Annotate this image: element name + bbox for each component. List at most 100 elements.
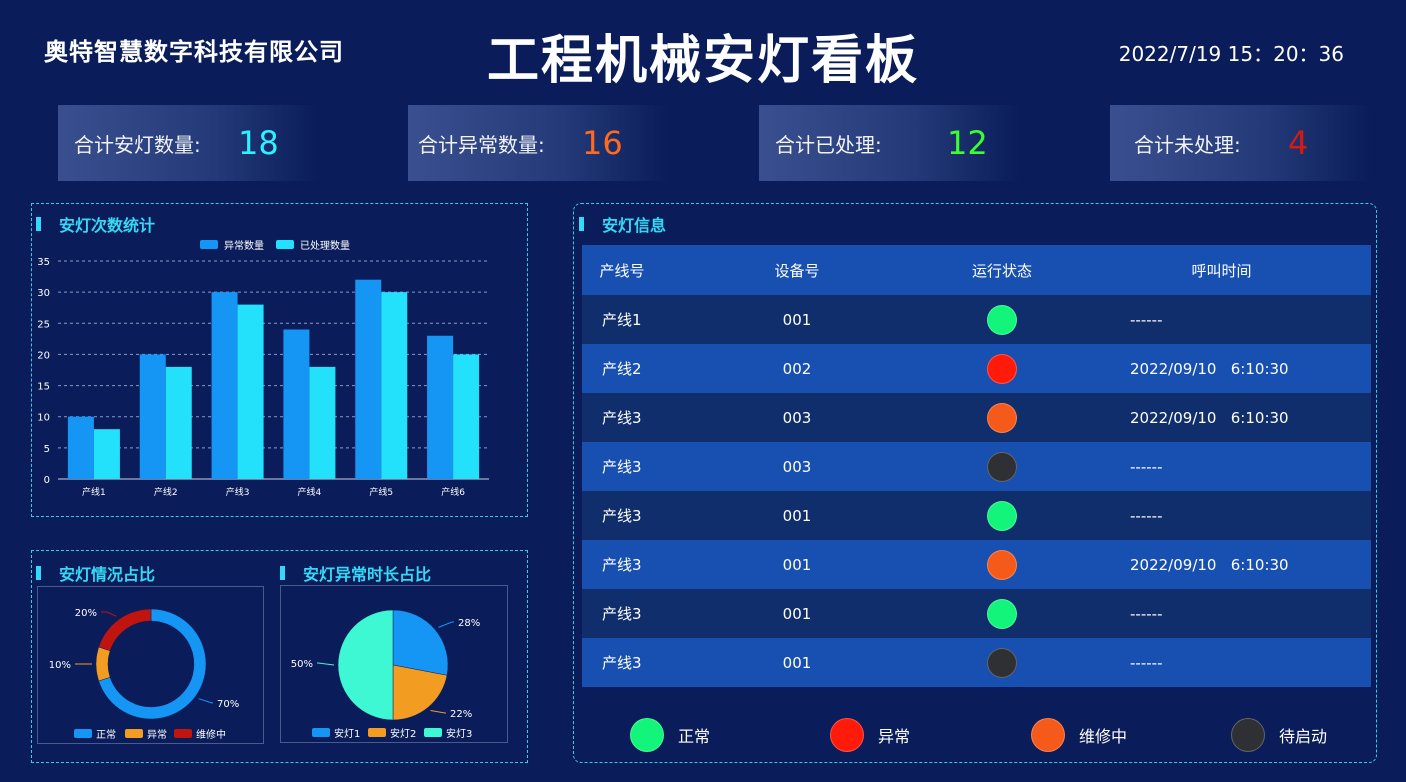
stat-value: 16 [582,124,623,162]
slice [392,664,448,721]
cell-line: 产线1 [582,295,662,344]
status-dot [987,402,1017,433]
cell-device: 001 [662,589,932,638]
cell-time: ------ [1072,491,1371,540]
legend-standby: 待启动 [1231,718,1327,752]
status-dot [987,353,1017,384]
cell-time: 2022/09/10 6:10:30 [1072,344,1371,393]
x-tick-label: 产线3 [226,486,250,498]
label-line [438,621,454,628]
legend-label: 安灯1 [334,727,360,740]
legend-item: 已处理数量 [276,237,350,252]
bar-chart-legend: 异常数量 已处理数量 [200,237,350,252]
bar-abnormal [427,335,454,479]
cell-device: 001 [662,638,932,687]
stat-card-unhandled: 合计未处理: 4 [1110,105,1370,181]
status-dot [630,718,664,752]
status-donut-chart: 70% 10% 20% 正常 异常 维修中 [49,608,239,741]
y-tick-label: 5 [44,444,50,455]
legend-swatch [368,728,386,737]
cell-device: 001 [662,491,932,540]
table-row: 产线3 001 ------ [582,638,1371,687]
legend-swatch [312,728,330,737]
bar-abnormal [211,292,238,479]
cell-time: ------ [1072,638,1371,687]
label-line [430,709,446,714]
x-tick-label: 产线2 [154,486,178,498]
status-dot [987,304,1017,335]
info-title: 安灯信息 [579,212,666,236]
table-row: 产线3 003 2022/09/10 6:10:30 [582,393,1371,442]
legend-repair: 维修中 [1031,718,1127,752]
col-header-device: 设备号 [662,245,932,295]
status-dot [987,500,1017,531]
datetime: 2022/7/19 15：20：36 [1118,42,1344,66]
stat-value: 4 [1288,124,1309,162]
cell-line: 产线3 [582,589,662,638]
slice [98,608,207,720]
cell-status [932,638,1072,687]
slice-label: 50% [291,659,313,670]
status-dot [987,549,1017,580]
table-row: 产线3 001 2022/09/10 6:10:30 [582,540,1371,589]
stat-label: 合计异常数量: [418,132,545,157]
status-dot [987,451,1017,482]
cell-line: 产线2 [582,344,662,393]
slice-label: 10% [49,660,71,671]
cell-status [932,344,1072,393]
cell-line: 产线3 [582,393,662,442]
cell-device: 003 [662,442,932,491]
bar-abnormal [283,329,310,479]
slice [392,609,449,676]
bar-abnormal [67,416,94,479]
legend-normal: 正常 [630,718,710,752]
company-name: 奥特智慧数字科技有限公司 [44,37,344,66]
bar-handled [237,304,264,479]
page-title: 工程机械安灯看板 [486,31,919,91]
stat-card-abnormal: 合计异常数量: 16 [408,105,668,181]
cell-time: ------ [1072,589,1371,638]
cell-status [932,589,1072,638]
stat-card-total: 合计安灯数量: 18 [58,105,318,181]
cell-status [932,295,1072,344]
slice-label: 22% [450,709,472,720]
legend-label: 异常 [147,728,167,741]
stat-value: 12 [947,124,988,162]
cell-device: 001 [662,540,932,589]
y-tick-label: 20 [37,350,50,361]
stat-label: 合计已处理: [775,132,882,157]
y-tick-label: 30 [37,288,50,299]
cell-status [932,393,1072,442]
bar-chart: 0 5 10 15 20 25 30 35 产线1 产线2 产线3 产线4 产线5 产线6 [37,257,489,498]
legend-swatch [125,729,143,738]
ratio-title: 安灯情况占比 [36,561,155,585]
label-line [317,662,335,666]
ratio-panel [31,550,528,763]
status-dot [830,718,864,752]
cell-time: 2022/09/10 6:10:30 [1072,393,1371,442]
stat-label: 合计安灯数量: [74,132,201,157]
cell-status [932,540,1072,589]
table-row: 产线1 001 ------ [582,295,1371,344]
legend-label: 安灯2 [390,727,416,740]
cell-time: 2022/09/10 6:10:30 [1072,540,1371,589]
cell-device: 002 [662,344,932,393]
cell-time: ------ [1072,295,1371,344]
slice [337,609,394,721]
legend-item: 异常数量 [200,237,264,252]
slice [95,646,111,682]
stat-value: 18 [238,124,279,162]
cell-line: 产线3 [582,540,662,589]
info-panel [573,203,1377,763]
stat-card-handled: 合计已处理: 12 [759,105,1019,181]
legend-label: 维修中 [196,728,226,741]
stat-label: 合计未处理: [1134,132,1241,157]
slice-label: 20% [75,608,97,619]
bar-handled [381,292,408,479]
status-dot [1231,718,1265,752]
y-tick-label: 35 [37,257,50,268]
legend-label: 安灯3 [446,727,472,740]
col-header-time: 呼叫时间 [1072,245,1371,295]
x-tick-label: 产线1 [82,486,106,498]
y-tick-label: 10 [37,413,50,424]
